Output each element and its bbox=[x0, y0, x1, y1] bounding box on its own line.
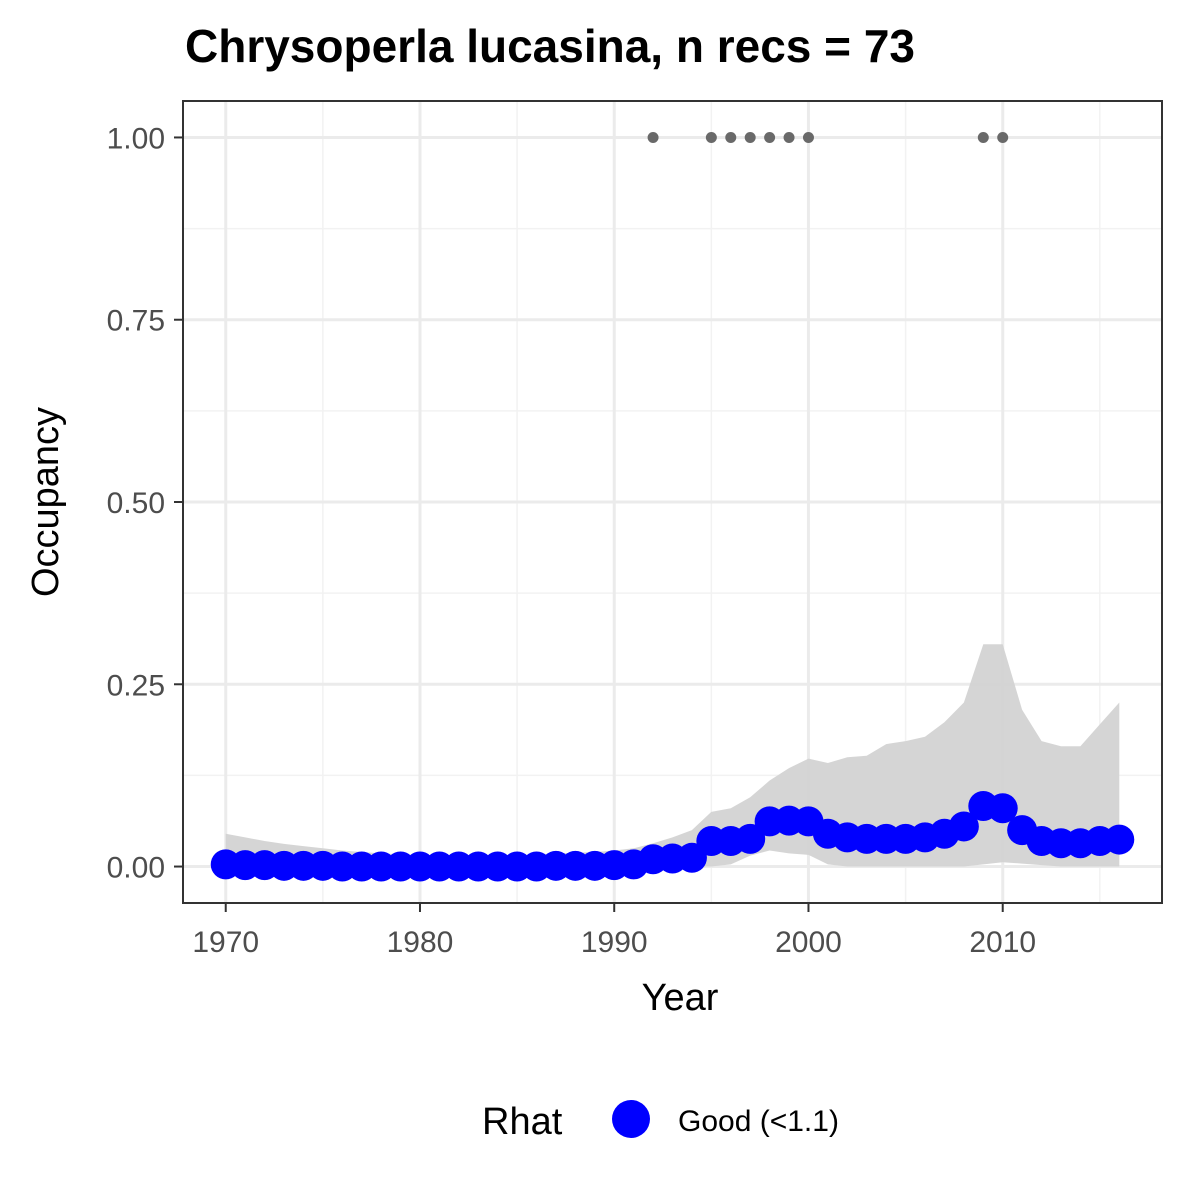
legend: Rhat Good (<1.1) bbox=[482, 1100, 839, 1143]
observation-point bbox=[647, 131, 659, 143]
x-tick-label: 1970 bbox=[192, 926, 259, 959]
observation-point bbox=[783, 131, 795, 143]
x-tick-label: 2010 bbox=[969, 926, 1036, 959]
y-tick-label: 0.25 bbox=[107, 669, 165, 702]
occupancy-points-layer bbox=[210, 791, 1135, 882]
observation-point bbox=[997, 131, 1009, 143]
x-tick-label: 2000 bbox=[775, 926, 842, 959]
legend-title: Rhat bbox=[482, 1101, 563, 1143]
y-axis-title: Occupancy bbox=[25, 407, 67, 597]
y-axis: 0.00 0.25 0.50 0.75 1.00 bbox=[107, 122, 183, 885]
credible-interval-layer bbox=[225, 644, 1120, 867]
credible-interval-band bbox=[225, 644, 1120, 867]
occupancy-point bbox=[987, 793, 1018, 824]
occupancy-point bbox=[948, 811, 979, 842]
y-tick-label: 0.00 bbox=[107, 852, 165, 885]
chart-title: Chrysoperla lucasina, n recs = 73 bbox=[185, 20, 915, 72]
occupancy-point bbox=[1104, 824, 1135, 855]
observation-point bbox=[725, 131, 737, 143]
observation-point bbox=[744, 131, 756, 143]
x-axis: 1970 1980 1990 2000 2010 bbox=[192, 903, 1036, 959]
occupancy-point bbox=[676, 842, 707, 873]
legend-label-good: Good (<1.1) bbox=[678, 1105, 839, 1138]
y-tick-label: 0.50 bbox=[107, 487, 165, 520]
x-tick-label: 1980 bbox=[387, 926, 454, 959]
observation-point bbox=[764, 131, 776, 143]
observation-point bbox=[802, 131, 814, 143]
y-tick-label: 0.75 bbox=[107, 305, 165, 338]
y-tick-label: 1.00 bbox=[107, 122, 165, 155]
occupancy-point bbox=[735, 823, 766, 854]
observation-point bbox=[705, 131, 717, 143]
legend-key-good bbox=[612, 1100, 650, 1138]
x-tick-label: 1990 bbox=[581, 926, 648, 959]
observation-point bbox=[977, 131, 989, 143]
x-axis-title: Year bbox=[642, 977, 719, 1019]
observation-points-layer bbox=[647, 131, 1009, 143]
